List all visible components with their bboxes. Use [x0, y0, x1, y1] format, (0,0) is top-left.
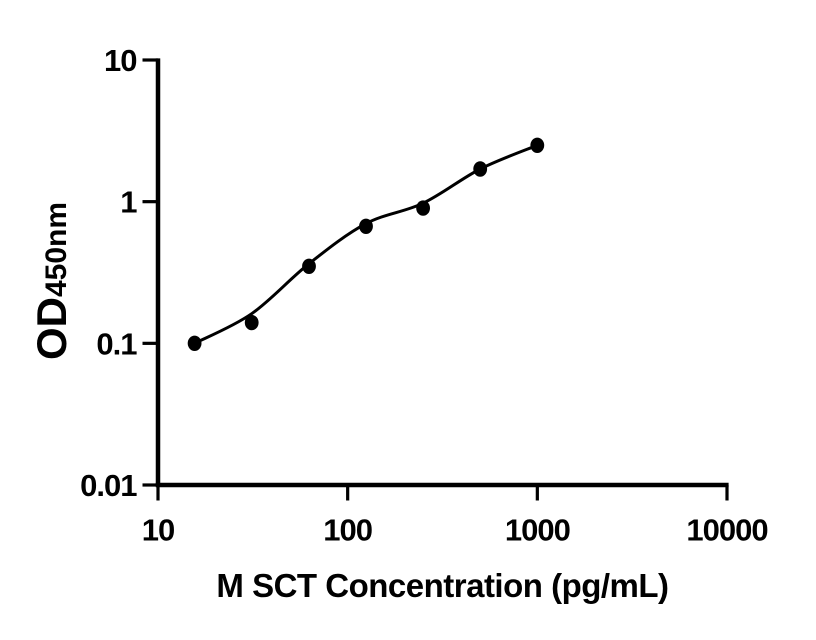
x-tick-label: 1000 [505, 513, 570, 548]
fit-line [193, 143, 539, 345]
y-tick-label: 0.1 [96, 326, 137, 361]
data-point [187, 335, 202, 351]
x-tick-label: 100 [323, 513, 372, 548]
y-tick-label: 0.01 [80, 468, 137, 503]
data-point [530, 137, 545, 153]
data-point [473, 161, 488, 177]
y-axis-title: OD450nm [28, 202, 75, 360]
data-point [416, 200, 430, 216]
data-point [244, 314, 259, 331]
x-axis-title: M SCT Concentration (pg/mL) [216, 567, 668, 604]
x-tick-label: 10 [142, 513, 174, 548]
data-point [302, 258, 316, 274]
y-tick-label: 1 [120, 185, 137, 220]
data-point [359, 218, 373, 234]
x-tick-label: 10000 [686, 513, 767, 548]
y-tick-label: 10 [104, 43, 136, 78]
